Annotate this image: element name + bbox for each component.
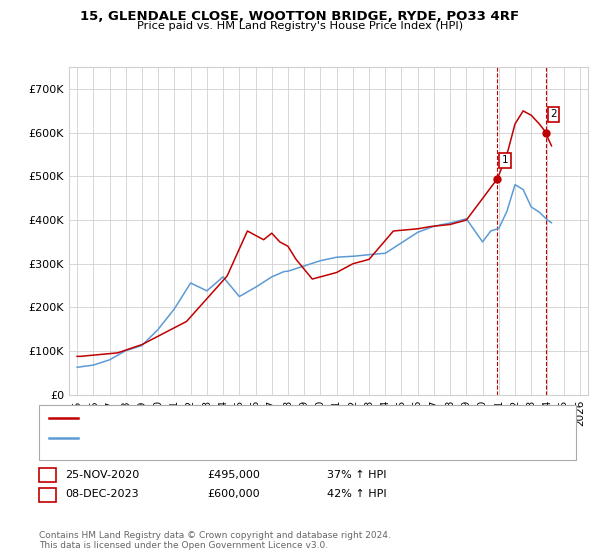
Text: 1: 1	[44, 470, 51, 480]
Text: 08-DEC-2023: 08-DEC-2023	[65, 489, 139, 500]
Text: £495,000: £495,000	[207, 470, 260, 480]
Text: £600,000: £600,000	[207, 489, 260, 500]
Text: Contains HM Land Registry data © Crown copyright and database right 2024.
This d: Contains HM Land Registry data © Crown c…	[39, 531, 391, 550]
Text: 42% ↑ HPI: 42% ↑ HPI	[327, 489, 386, 500]
Text: 2: 2	[550, 109, 557, 119]
Text: 25-NOV-2020: 25-NOV-2020	[65, 470, 139, 480]
Text: 37% ↑ HPI: 37% ↑ HPI	[327, 470, 386, 480]
Text: HPI: Average price, detached house, Isle of Wight: HPI: Average price, detached house, Isle…	[82, 433, 340, 443]
Text: 1: 1	[502, 155, 508, 165]
Text: 15, GLENDALE CLOSE, WOOTTON BRIDGE, RYDE, PO33 4RF (detached house): 15, GLENDALE CLOSE, WOOTTON BRIDGE, RYDE…	[82, 413, 486, 423]
Text: 2: 2	[44, 489, 51, 500]
Text: 15, GLENDALE CLOSE, WOOTTON BRIDGE, RYDE, PO33 4RF: 15, GLENDALE CLOSE, WOOTTON BRIDGE, RYDE…	[80, 10, 520, 23]
Text: Price paid vs. HM Land Registry's House Price Index (HPI): Price paid vs. HM Land Registry's House …	[137, 21, 463, 31]
